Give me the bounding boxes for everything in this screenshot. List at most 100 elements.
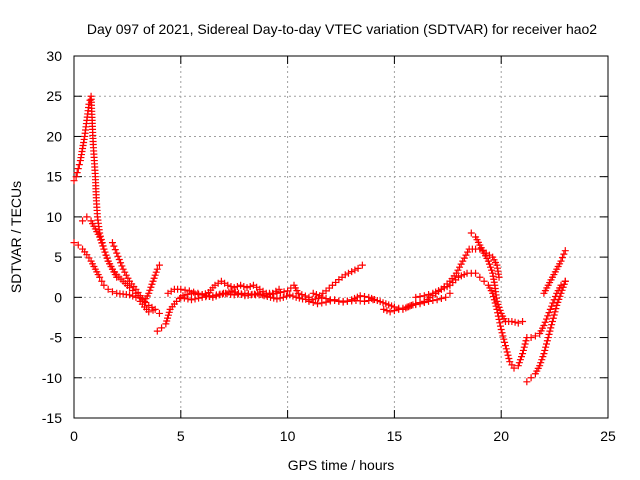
data-point	[183, 291, 191, 299]
data-point	[399, 304, 407, 312]
data-point	[108, 239, 116, 247]
data-point	[158, 324, 166, 332]
data-point	[501, 342, 509, 350]
data-point	[467, 229, 475, 237]
data-point	[194, 289, 202, 297]
data-point	[70, 177, 78, 185]
chart-title: Day 097 of 2021, Sidereal Day-to-day VTE…	[87, 21, 597, 37]
data-point	[118, 262, 126, 270]
data-point	[502, 345, 510, 353]
data-point	[557, 289, 565, 297]
data-point	[227, 282, 235, 290]
y-tick-label: -5	[50, 330, 63, 346]
data-point	[326, 297, 334, 305]
data-point	[191, 295, 199, 303]
y-tick-label: 5	[54, 249, 62, 265]
data-point	[180, 294, 188, 302]
data-point	[110, 242, 118, 250]
data-point	[383, 307, 391, 315]
data-point	[212, 291, 220, 299]
data-point	[343, 297, 351, 305]
data-point	[348, 268, 356, 276]
data-point	[549, 299, 557, 307]
y-axis-label: SDTVAR / TECUs	[8, 181, 24, 293]
data-point	[559, 283, 567, 291]
data-point	[111, 246, 119, 254]
data-point	[275, 285, 283, 293]
y-axis-ticks: -15 -10 -5 0 5 10 15 20 25 30	[42, 48, 608, 426]
data-point	[99, 242, 107, 250]
data-point	[195, 294, 203, 302]
data-point	[146, 286, 154, 294]
data-point	[497, 326, 505, 334]
data-point	[504, 351, 512, 359]
data-point	[555, 295, 563, 303]
data-point	[549, 314, 557, 322]
y-tick-label: -15	[42, 410, 62, 426]
data-point	[437, 295, 445, 303]
data-point	[100, 281, 108, 289]
data-point	[495, 303, 503, 311]
data-point	[550, 311, 558, 319]
data-point	[412, 293, 420, 301]
data-point	[541, 346, 549, 354]
data-point	[122, 271, 130, 279]
data-point	[489, 289, 497, 297]
data-point	[543, 337, 551, 345]
data-point	[101, 248, 109, 256]
x-tick-label: 0	[70, 428, 78, 444]
plot-frame	[73, 55, 609, 419]
data-point	[462, 251, 470, 259]
data-point	[147, 283, 155, 291]
data-point	[548, 321, 556, 329]
data-point	[548, 302, 556, 310]
data-point	[311, 295, 319, 303]
data-point	[536, 362, 544, 370]
data-point	[153, 327, 161, 335]
data-point	[539, 353, 547, 361]
data-point	[74, 241, 82, 249]
data-point	[495, 273, 503, 281]
data-point	[488, 266, 496, 274]
data-point	[493, 297, 501, 305]
data-point	[500, 335, 508, 343]
data-point	[153, 265, 161, 273]
data-point	[519, 317, 527, 325]
data-point	[519, 346, 527, 354]
data-point	[558, 286, 566, 294]
data-point	[503, 348, 511, 356]
data-point	[79, 217, 87, 225]
data-point	[246, 282, 254, 290]
data-point	[547, 324, 555, 332]
data-point	[540, 321, 548, 329]
data-point	[187, 296, 195, 304]
data-point	[273, 289, 281, 297]
plot-border	[73, 55, 609, 419]
data-point	[416, 293, 424, 301]
data-point	[412, 300, 420, 308]
data-point	[100, 245, 108, 253]
data-point	[149, 277, 157, 285]
y-tick-label: 20	[46, 128, 62, 144]
y-tick-label: -10	[42, 370, 62, 386]
data-point	[520, 343, 528, 351]
data-point	[425, 291, 433, 299]
data-point	[216, 290, 224, 298]
data-point	[551, 308, 559, 316]
data-point	[73, 169, 81, 177]
data-point	[75, 161, 83, 169]
data-point	[556, 292, 564, 300]
y-tick-label: 15	[46, 169, 62, 185]
data-point	[148, 280, 156, 288]
data-point	[546, 327, 554, 335]
data-point	[360, 293, 368, 301]
data-point	[70, 239, 78, 247]
data-point	[177, 285, 185, 293]
y-tick-label: 10	[46, 209, 62, 225]
data-point	[119, 265, 127, 273]
data-point	[537, 359, 545, 367]
data-point	[552, 305, 560, 313]
data-point	[531, 332, 539, 340]
data-point	[322, 298, 330, 306]
data-point	[339, 298, 347, 306]
